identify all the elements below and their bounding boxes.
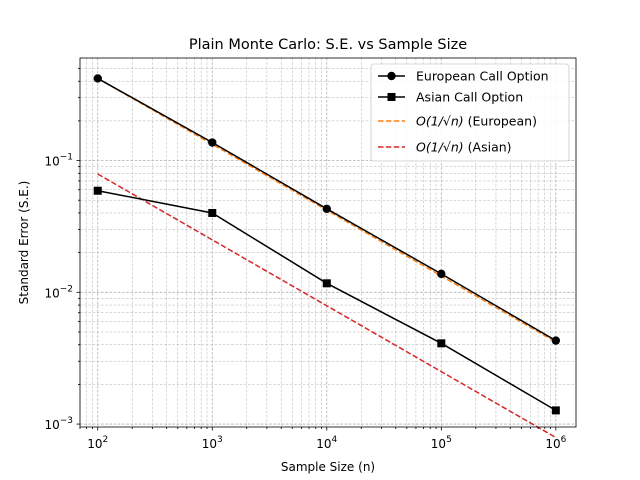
x-tick-base: 10 (316, 437, 331, 451)
x-tick-exponent: 5 (446, 435, 452, 445)
x-tick-base: 10 (545, 437, 560, 451)
legend: European Call Option Asian Call Option O(1… (370, 63, 570, 162)
chart-title: Plain Monte Carlo: S.E. vs Sample Size (189, 37, 467, 53)
y-tick-base: 10 (44, 418, 59, 432)
y-axis-title: Standard Error (S.E.) (17, 181, 31, 305)
y-tick-base: 10 (44, 155, 59, 169)
x-tick-label: 106 (545, 435, 566, 451)
data-point-circle (437, 269, 446, 279)
series-line-3 (97, 173, 557, 439)
series-layer (93, 74, 561, 439)
data-point-square (322, 279, 331, 288)
x-tick-label: 105 (431, 435, 452, 451)
legend-label: O(1/√n) (Asian) (416, 140, 512, 155)
legend-marker-square (387, 93, 396, 101)
legend-label-formula: O(1/√n) (416, 140, 464, 155)
legend-label: European Call Option (416, 69, 549, 84)
legend-label: Asian Call Option (416, 90, 523, 105)
legend-label-formula: O(1/√n) (416, 114, 464, 129)
y-tick-exponent: −1 (60, 153, 73, 163)
x-tick-exponent: 4 (332, 435, 338, 445)
y-tick-exponent: −2 (60, 284, 73, 294)
data-point-square (437, 339, 446, 348)
x-tick-label: 104 (316, 435, 337, 451)
x-tick-exponent: 6 (561, 435, 567, 445)
y-tick-label: 10−3 (44, 416, 73, 432)
y-tick-exponent: −3 (60, 416, 73, 426)
data-point-circle (93, 74, 102, 83)
data-point-circle (322, 204, 331, 214)
legend-label: O(1/√n) (European) (416, 114, 537, 129)
x-tick-base: 10 (431, 437, 446, 451)
x-tick-exponent: 3 (217, 435, 223, 445)
x-axis-title: Sample Size (n) (281, 460, 375, 474)
x-tick-base: 10 (202, 437, 217, 451)
x-tick-label: 102 (87, 435, 108, 451)
legend-label-suffix: (European) (468, 114, 537, 129)
y-tick-label: 10−2 (44, 284, 73, 300)
y-tick-base: 10 (44, 286, 59, 300)
x-tick-label: 103 (202, 435, 223, 451)
y-tick-label: 10−1 (44, 153, 73, 169)
plot-frame (79, 57, 577, 428)
x-tick-exponent: 2 (103, 435, 109, 445)
data-point-square (93, 186, 102, 195)
data-point-square (208, 208, 217, 217)
legend-label-suffix: (Asian) (468, 140, 512, 155)
x-tick-base: 10 (87, 437, 102, 451)
legend-marker-circle (387, 71, 396, 81)
legend-box (370, 63, 570, 162)
data-point-circle (208, 138, 217, 147)
data-point-circle (551, 336, 561, 345)
data-point-square (551, 406, 560, 415)
